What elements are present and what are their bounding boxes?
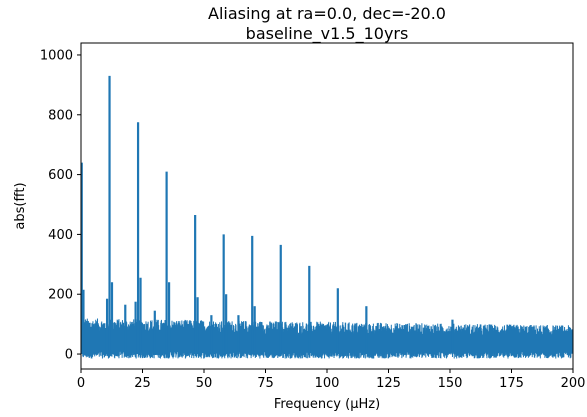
y-tick-label: 0 xyxy=(65,348,73,363)
y-tick-label: 1000 xyxy=(40,48,73,63)
spectrum xyxy=(81,75,573,359)
x-tick-label: 75 xyxy=(257,376,274,391)
x-axis: 0 25 50 75 100 125 150 175 200 xyxy=(77,369,586,391)
x-tick-label: 200 xyxy=(561,376,586,391)
x-axis-label: Frequency (μHz) xyxy=(274,397,380,412)
x-tick-label: 150 xyxy=(438,376,463,391)
noise-floor xyxy=(81,318,573,359)
y-tick-label: 800 xyxy=(48,108,73,123)
x-tick-label: 100 xyxy=(315,376,340,391)
chart-title: Aliasing at ra=0.0, dec=-20.0 xyxy=(208,4,446,23)
y-tick-label: 200 xyxy=(48,288,73,303)
y-tick-label: 400 xyxy=(48,228,73,243)
x-tick-label: 0 xyxy=(77,376,85,391)
x-tick-label: 25 xyxy=(134,376,151,391)
x-tick-label: 50 xyxy=(196,376,213,391)
x-tick-label: 125 xyxy=(376,376,401,391)
x-tick-label: 175 xyxy=(499,376,524,391)
y-tick-label: 600 xyxy=(48,168,73,183)
y-axis: 0 200 400 600 800 1000 xyxy=(40,48,81,363)
plot-series xyxy=(81,75,573,359)
y-axis-label: abs(fft) xyxy=(13,182,28,229)
chart-subtitle: baseline_v1.5_10yrs xyxy=(246,24,409,44)
